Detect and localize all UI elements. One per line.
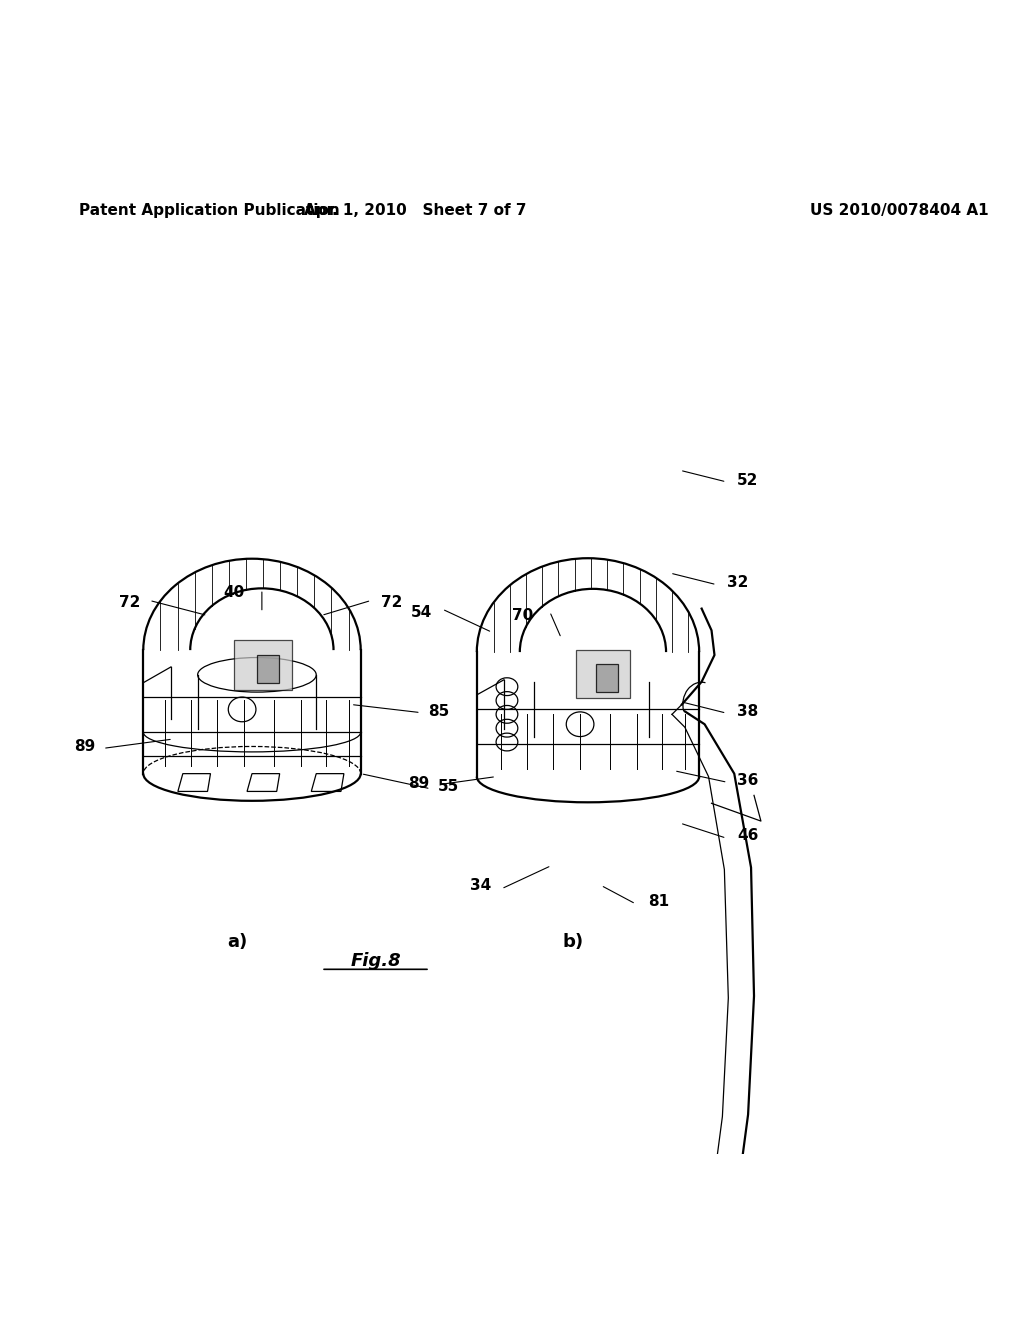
Text: 89: 89: [75, 739, 96, 755]
Text: 34: 34: [470, 878, 492, 892]
Text: a): a): [227, 933, 248, 950]
Text: Apr. 1, 2010   Sheet 7 of 7: Apr. 1, 2010 Sheet 7 of 7: [304, 203, 526, 218]
FancyBboxPatch shape: [234, 640, 292, 689]
Text: 72: 72: [119, 595, 140, 610]
Text: 72: 72: [382, 595, 402, 610]
Text: 52: 52: [737, 473, 759, 487]
Text: 54: 54: [411, 605, 432, 620]
Text: 70: 70: [512, 609, 534, 623]
Text: b): b): [562, 933, 584, 950]
Text: 40: 40: [223, 585, 244, 601]
Text: 81: 81: [648, 894, 670, 908]
Text: 36: 36: [737, 774, 759, 788]
Text: Patent Application Publication: Patent Application Publication: [79, 203, 340, 218]
Bar: [257, 655, 279, 682]
Text: 89: 89: [408, 776, 429, 791]
Text: 46: 46: [737, 829, 759, 843]
Text: 32: 32: [727, 576, 749, 590]
Text: 38: 38: [737, 704, 759, 719]
Text: Fig.8: Fig.8: [350, 953, 400, 970]
Text: US 2010/0078404 A1: US 2010/0078404 A1: [810, 203, 989, 218]
Text: 55: 55: [438, 779, 459, 795]
Bar: [596, 664, 617, 692]
Bar: [577, 651, 631, 697]
Text: 85: 85: [428, 704, 450, 719]
